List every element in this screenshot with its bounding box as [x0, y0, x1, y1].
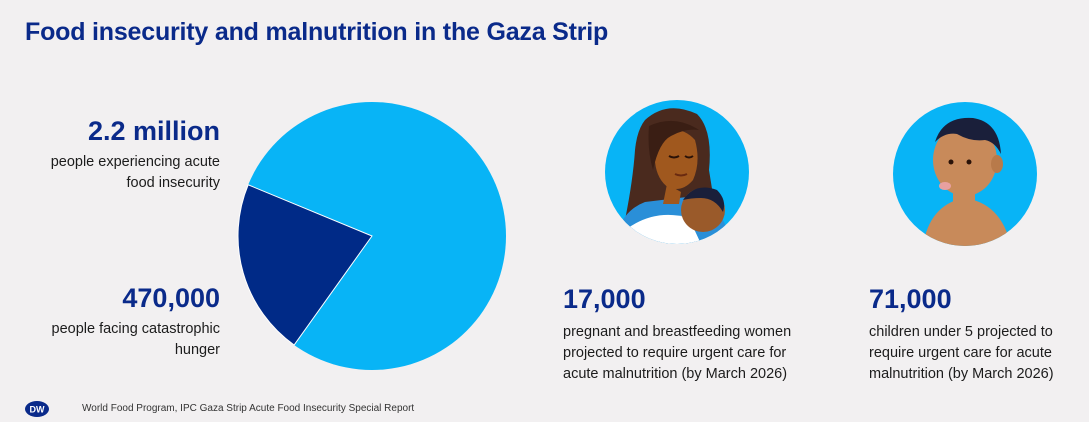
stat-total-desc-line1: people experiencing acute — [50, 154, 220, 170]
stat-children-desc-line3: malnutrition (by March 2026) — [869, 366, 1054, 382]
stat-mothers-desc-line1: pregnant and breastfeeding women — [563, 324, 792, 340]
stat-children-desc: children under 5 projected to require ur… — [869, 322, 1054, 385]
page-title: Food insecurity and malnutrition in the … — [25, 18, 609, 46]
stat-children: 71,000 children under 5 projected to req… — [869, 284, 1054, 385]
stat-mothers-desc: pregnant and breastfeeding women project… — [563, 322, 791, 385]
stat-catastrophic-desc-line2: hunger — [174, 342, 220, 358]
stat-mothers: 17,000 pregnant and breastfeeding women … — [563, 284, 791, 385]
source-note: World Food Program, IPC Gaza Strip Acute… — [82, 403, 415, 414]
dw-logo: DW — [25, 401, 49, 417]
pie-slice-catastrophic — [237, 184, 373, 346]
child-icon — [893, 102, 1037, 246]
stat-total-value: 2.2 million — [87, 116, 220, 146]
mother-with-baby-icon — [605, 100, 749, 244]
stat-children-value: 71,000 — [869, 284, 952, 314]
stat-mothers-desc-line3: acute malnutrition (by March 2026) — [563, 366, 788, 382]
stat-total: 2.2 million people experiencing acute fo… — [51, 116, 220, 194]
stat-catastrophic: 470,000 people facing catastrophic hunge… — [52, 283, 220, 361]
stat-catastrophic-desc-line1: people facing catastrophic — [51, 321, 220, 337]
pie-chart — [237, 102, 506, 370]
dw-logo-text: DW — [30, 405, 45, 415]
stat-children-desc-line2: require urgent care for acute — [869, 345, 1052, 361]
stat-children-desc-line1: children under 5 projected to — [869, 324, 1053, 340]
stat-total-desc-line2: food insecurity — [126, 175, 221, 191]
stat-mothers-desc-line2: projected to require urgent care for — [563, 345, 787, 361]
stat-catastrophic-value: 470,000 — [122, 283, 220, 313]
stat-catastrophic-desc: people facing catastrophic hunger — [52, 319, 220, 361]
stat-total-desc: people experiencing acute food insecurit… — [51, 152, 220, 194]
stat-mothers-value: 17,000 — [563, 284, 646, 314]
